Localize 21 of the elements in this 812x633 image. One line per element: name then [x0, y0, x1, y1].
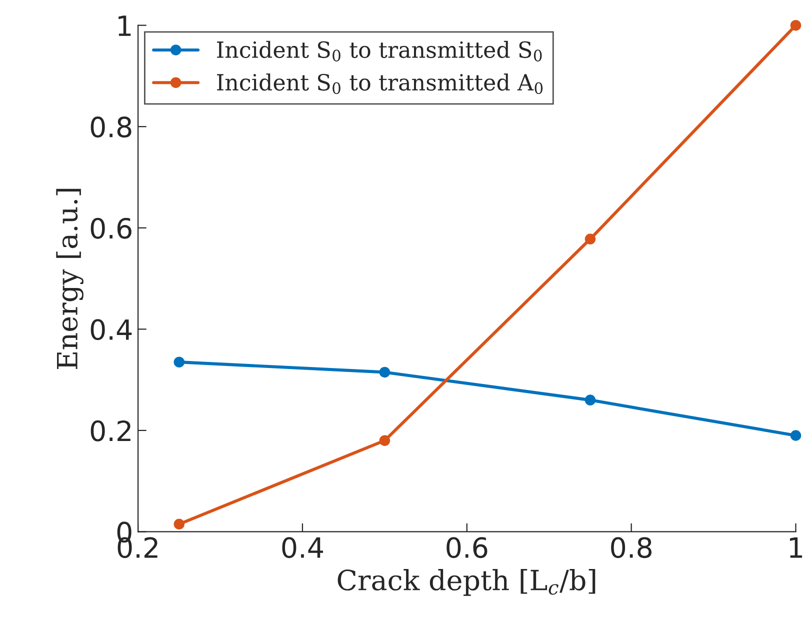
point: [790, 430, 802, 441]
point: [790, 20, 802, 31]
y-tick-label: 0.4: [90, 319, 132, 340]
x-tick-label: 0.8: [611, 537, 652, 558]
y-axis-title: Energy [a.u.]: [56, 188, 84, 369]
point: [584, 394, 596, 406]
x-tick-label: 0.6: [446, 537, 488, 558]
y-tick-label: 1: [118, 16, 131, 36]
x-tick-label: 1: [790, 537, 802, 558]
x-tick-label: 0.4: [282, 537, 323, 558]
legend-label: Incident S$_{0}$ to transmitted S$_{0}$: [217, 40, 542, 62]
y-tick-label: 0.8: [90, 116, 132, 138]
y-tick-label: 0.6: [90, 218, 132, 239]
x-axis-title: Crack depth [L$_{c}$/b]: [338, 569, 596, 596]
point: [379, 435, 390, 446]
y-tick-label: 0.2: [90, 420, 130, 442]
point: [174, 356, 185, 368]
point: [174, 518, 185, 530]
point: [584, 234, 596, 244]
point: [379, 366, 390, 378]
legend-label: Incident S$_{0}$ to transmitted A$_{0}$: [217, 73, 543, 94]
